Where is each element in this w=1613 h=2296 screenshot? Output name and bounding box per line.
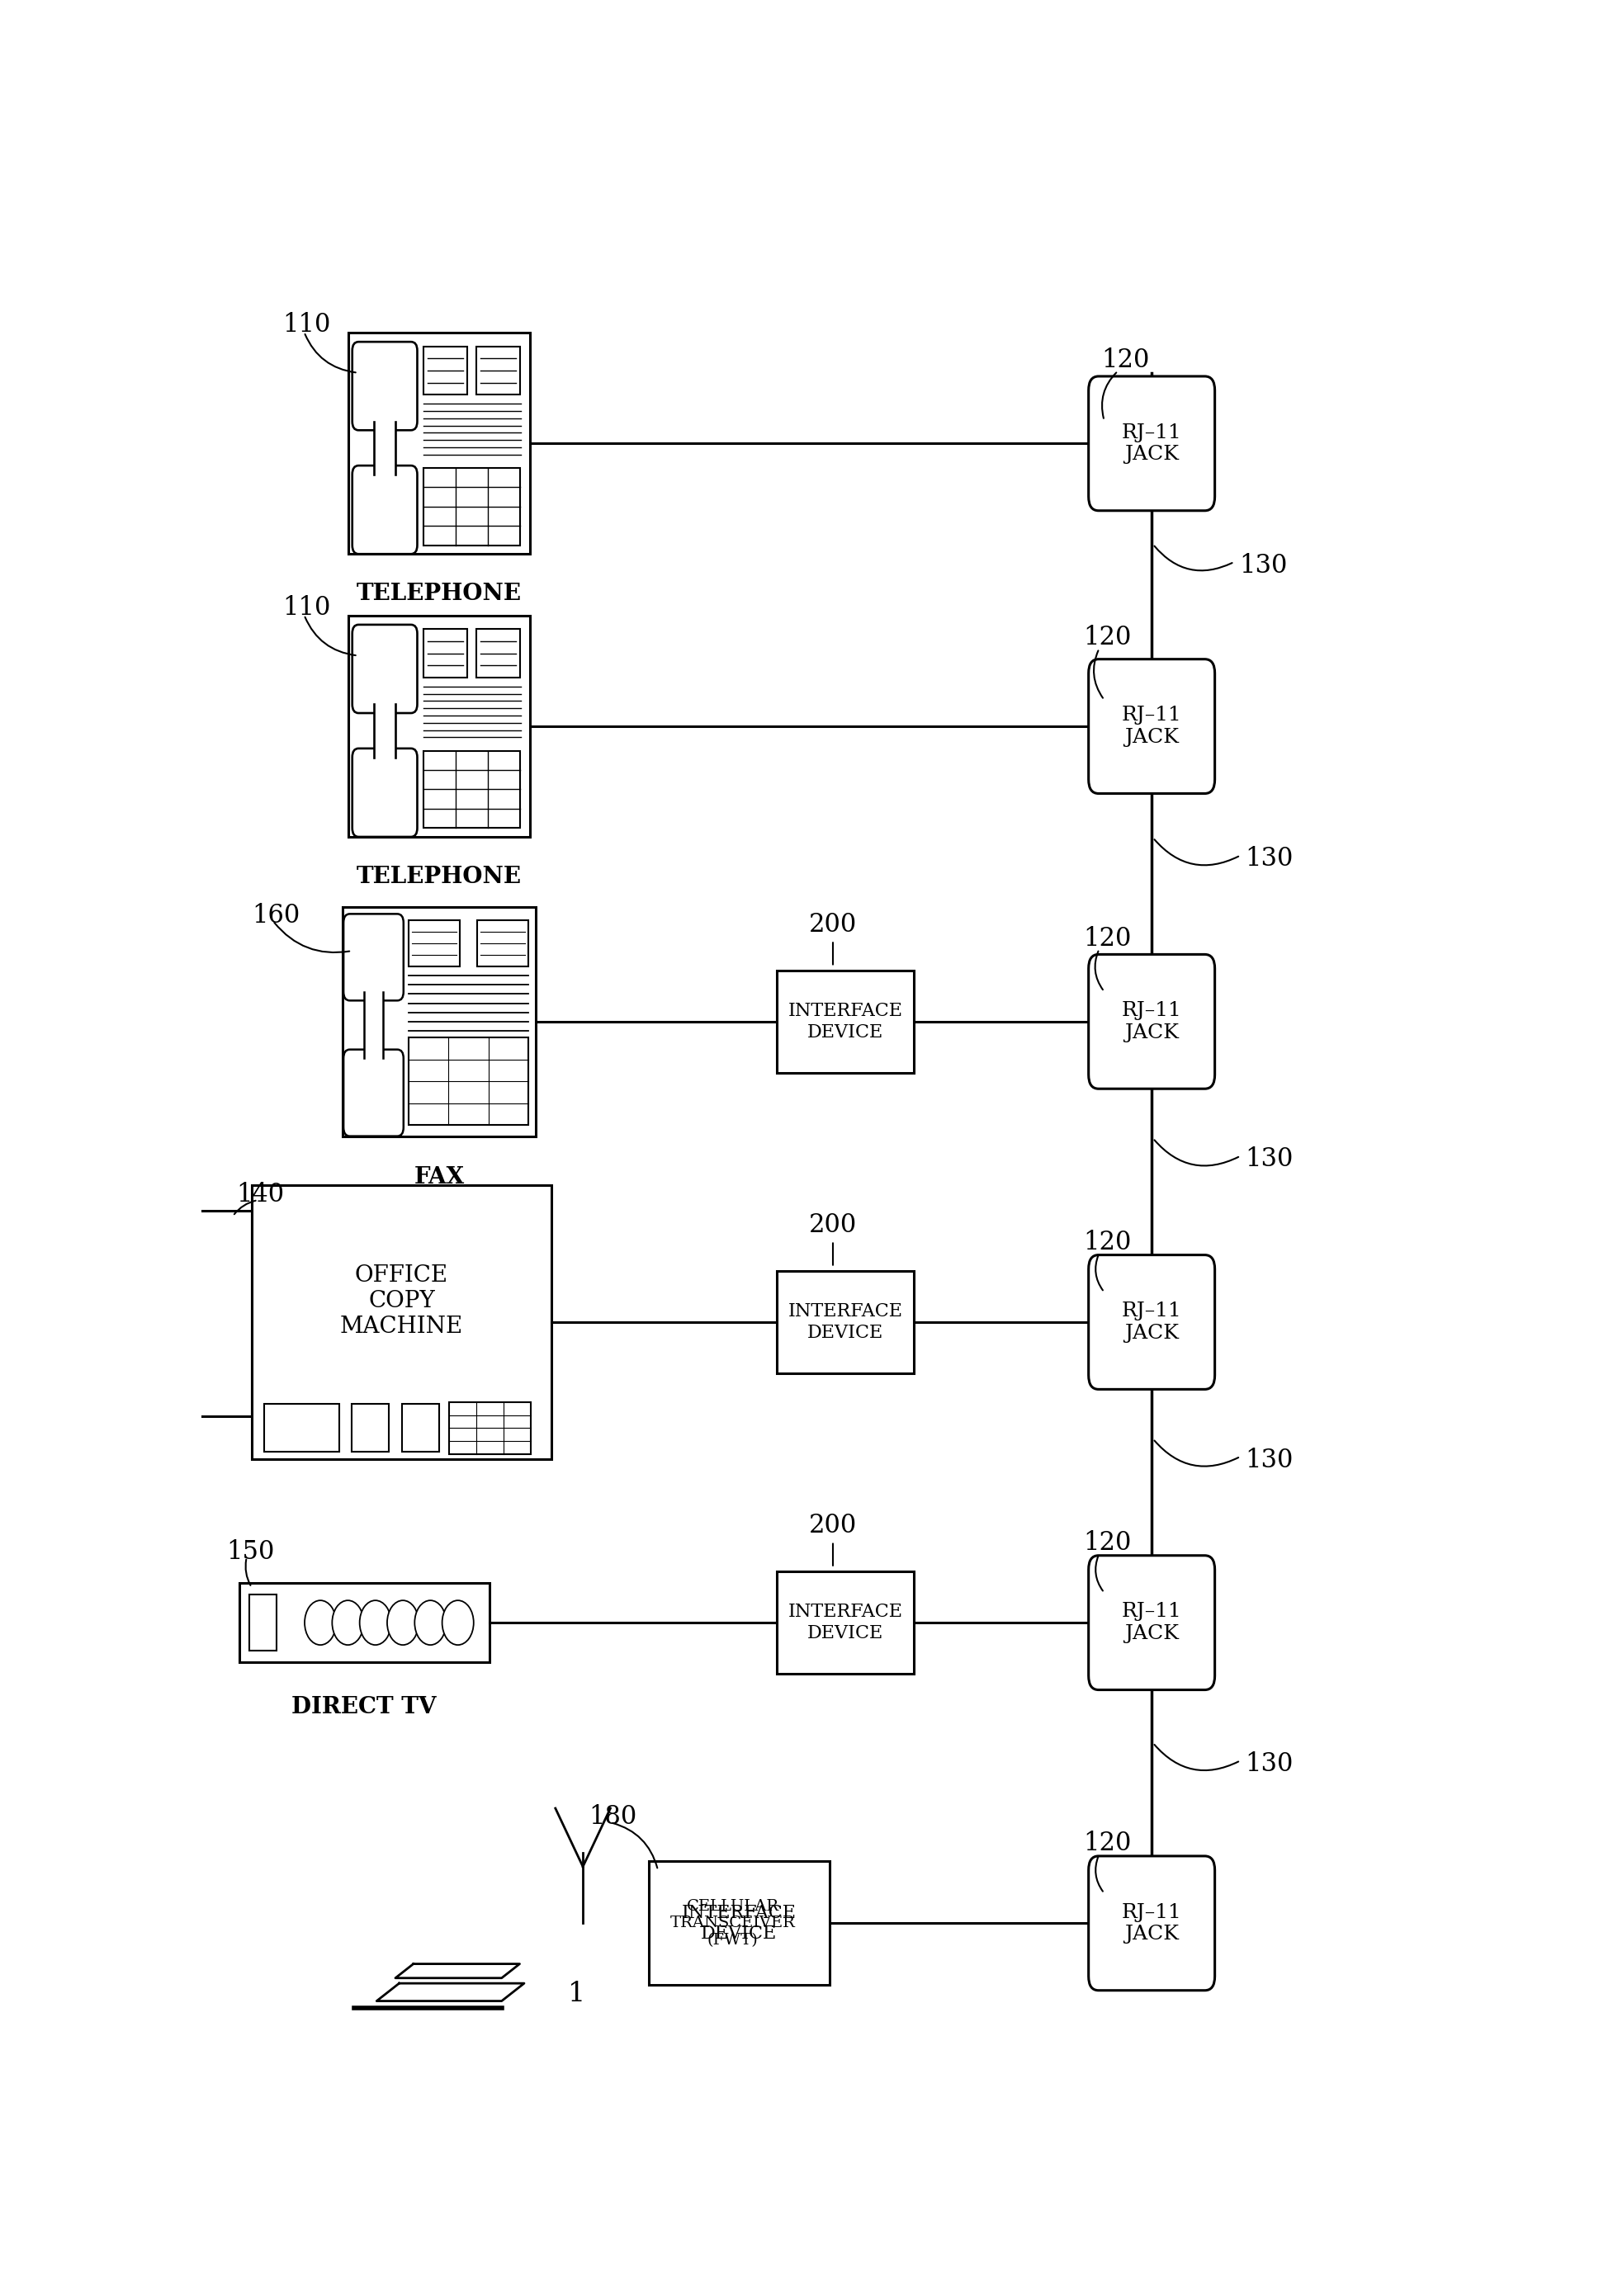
FancyBboxPatch shape [352,342,418,429]
FancyBboxPatch shape [344,914,403,1001]
Text: 150: 150 [226,1538,274,1566]
Text: 120: 120 [1082,625,1131,650]
Text: 200: 200 [808,1212,857,1238]
Circle shape [360,1600,390,1644]
FancyBboxPatch shape [1089,1256,1215,1389]
Bar [477,921,529,967]
Bar [476,347,519,395]
Text: 130: 130 [1245,1446,1294,1472]
Text: 130: 130 [1245,1146,1294,1173]
Bar [424,629,466,677]
Text: RJ–11
JACK: RJ–11 JACK [1121,422,1182,464]
Text: 120: 120 [1102,347,1150,374]
Bar [239,1582,489,1662]
FancyBboxPatch shape [344,1049,403,1137]
Polygon shape [395,1963,519,1979]
FancyBboxPatch shape [352,466,418,553]
FancyBboxPatch shape [1089,659,1215,794]
Text: INTERFACE
DEVICE: INTERFACE DEVICE [789,1001,903,1040]
Text: TELEPHONE: TELEPHONE [356,866,521,889]
Bar [195,1210,252,1417]
Text: INTERFACE
DEVICE: INTERFACE DEVICE [682,1903,797,1942]
Bar [342,907,536,1137]
Polygon shape [377,1984,524,2002]
Bar [408,1038,529,1125]
Text: 130: 130 [1245,847,1294,872]
Text: DIRECT TV: DIRECT TV [292,1697,437,1720]
Text: 130: 130 [1239,553,1287,579]
FancyBboxPatch shape [352,625,418,714]
Circle shape [332,1600,363,1644]
Bar [424,751,519,829]
Bar [448,1403,531,1453]
Text: 110: 110 [282,312,331,338]
Text: 1: 1 [568,1981,586,2007]
Text: 120: 120 [1082,925,1131,951]
Text: RJ–11
JACK: RJ–11 JACK [1121,1302,1182,1343]
Bar [252,1185,552,1460]
Text: 120: 120 [1082,1531,1131,1557]
Bar [424,347,466,395]
Text: 120: 120 [1082,1231,1131,1256]
Text: RJ–11
JACK: RJ–11 JACK [1121,1603,1182,1644]
Circle shape [305,1600,336,1644]
Bar [777,1570,915,1674]
Text: 180: 180 [589,1805,637,1830]
Circle shape [415,1600,447,1644]
Text: 160: 160 [252,902,300,928]
Bar [365,987,382,1061]
Text: 200: 200 [808,912,857,937]
FancyBboxPatch shape [1089,955,1215,1088]
FancyBboxPatch shape [352,748,418,836]
Bar [374,418,395,478]
FancyBboxPatch shape [1089,1554,1215,1690]
Bar [408,921,460,967]
Text: RJ–11
JACK: RJ–11 JACK [1121,1903,1182,1945]
Bar [352,1405,389,1451]
Text: FAX: FAX [415,1166,465,1189]
Bar [348,615,529,836]
Text: INTERFACE
DEVICE: INTERFACE DEVICE [789,1603,903,1642]
Text: 200: 200 [808,1513,857,1538]
Bar [476,629,519,677]
Text: 120: 120 [1082,1830,1131,1857]
Circle shape [442,1600,474,1644]
Bar [265,1405,339,1451]
Bar [777,971,915,1072]
Text: RJ–11
JACK: RJ–11 JACK [1121,1001,1182,1042]
FancyBboxPatch shape [1089,1855,1215,1991]
Text: INTERFACE
DEVICE: INTERFACE DEVICE [789,1302,903,1341]
Text: TELEPHONE: TELEPHONE [356,583,521,604]
Bar [374,700,395,760]
Bar [248,1596,277,1651]
Text: 110: 110 [282,595,331,620]
Text: 130: 130 [1245,1752,1294,1777]
Text: CELLULAR
TRANSCEIVER
(FWT): CELLULAR TRANSCEIVER (FWT) [671,1899,795,1947]
Bar [777,1272,915,1373]
Text: OFFICE
COPY
MACHINE: OFFICE COPY MACHINE [340,1265,463,1339]
Bar [424,468,519,544]
Text: RJ–11
JACK: RJ–11 JACK [1121,705,1182,746]
FancyBboxPatch shape [1089,377,1215,510]
Bar [648,1862,829,1986]
Bar [402,1405,439,1451]
Text: 140: 140 [237,1182,284,1208]
Circle shape [387,1600,419,1644]
Bar [348,333,529,553]
